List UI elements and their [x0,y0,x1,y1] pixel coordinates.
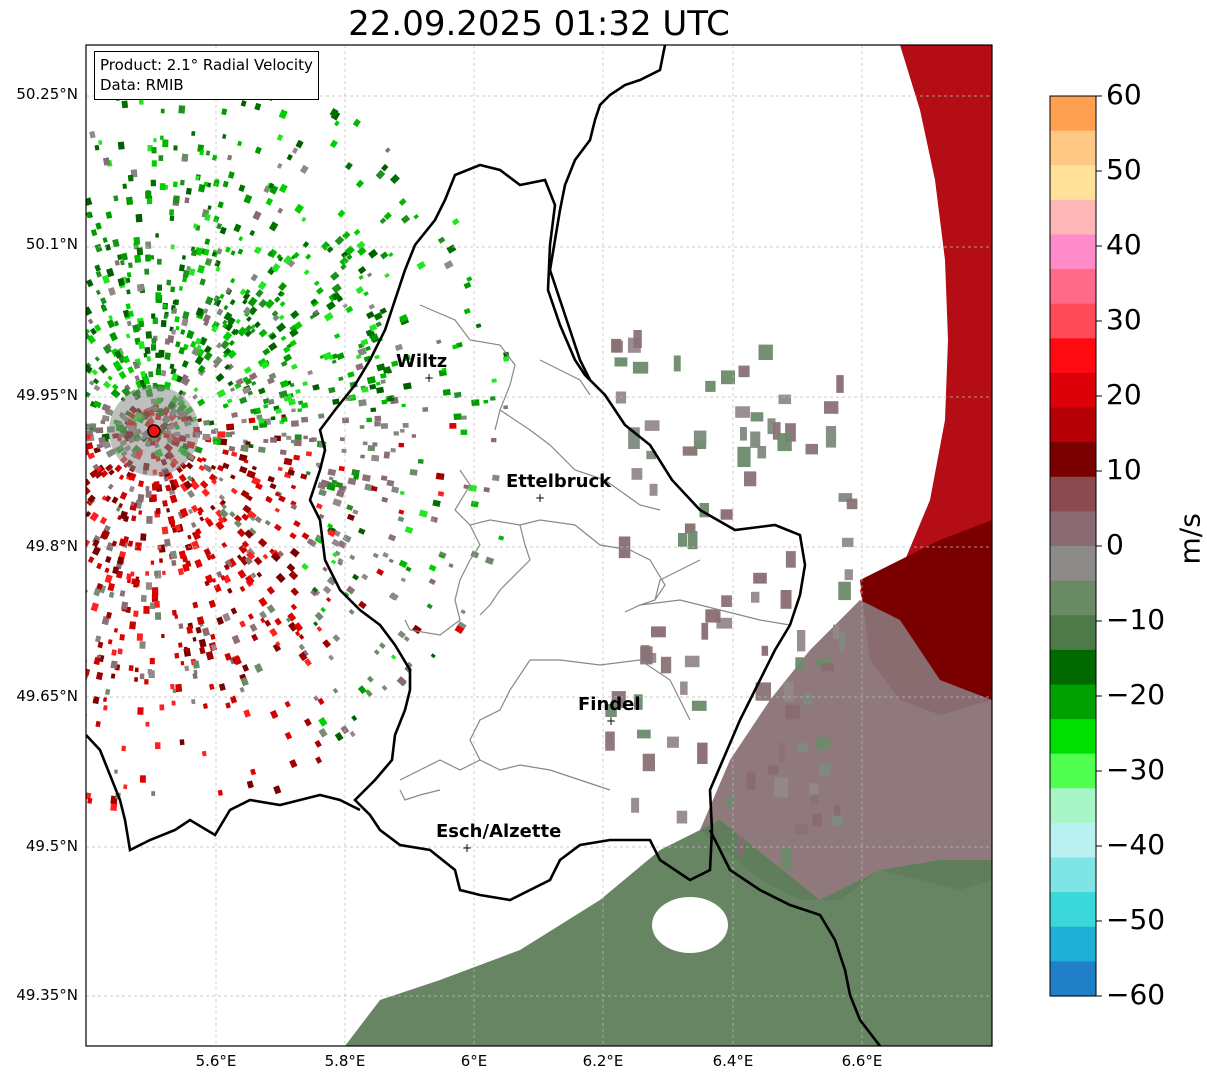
city-label-ettelbruck: Ettelbruck [506,471,612,492]
canton-borders [399,304,791,801]
colorbar-segment [1050,234,1096,270]
colorbar-segment [1050,442,1096,478]
colorbar-tick-label: −20 [1106,678,1166,711]
colorbar-segment [1050,476,1096,512]
data-source-label: Data: RMIB [100,76,184,94]
colorbar-tick-label: −10 [1106,603,1166,636]
colorbar-segment [1050,649,1096,686]
lon-tick-label: 6.2°E [582,1052,624,1070]
lat-tick-label: 49.65°N [16,687,78,705]
colorbar-tick-label: 40 [1106,228,1142,261]
lat-tick-label: 49.8°N [25,537,78,555]
map-title: 22.09.2025 01:32 UTC [348,4,730,44]
colorbar-segment [1050,719,1096,755]
lat-tick-label: 49.5°N [25,837,78,855]
colorbar-segment [1050,130,1096,166]
colorbar-unit-label: m/s [1173,513,1207,565]
velocity-echoes [86,45,992,1046]
findel-marker: + [606,714,616,728]
colorbar-segment [1050,892,1096,928]
colorbar-segment [1050,926,1096,962]
colorbar-tick-label: −40 [1106,828,1166,861]
colorbar-tick-label: 60 [1106,78,1142,111]
lat-tick-label: 49.35°N [16,986,78,1004]
france-belgium-border [86,734,361,852]
colorbar [1049,95,1102,997]
colorbar-segment [1050,684,1096,720]
colorbar-segment [1050,165,1096,201]
colorbar-tick-label: −60 [1106,978,1166,1011]
colorbar-segment [1050,546,1096,582]
colorbar-segment [1050,788,1096,824]
radar-site [147,424,161,438]
colorbar-segment [1050,580,1096,616]
lat-tick-label: 50.1°N [25,235,78,253]
colorbar-segment [1050,857,1096,893]
product-info-box: Product: 2.1° Radial Velocity Data: RMIB [94,51,319,100]
colorbar-segment [1050,753,1096,789]
colorbar-segment [1050,269,1096,305]
colorbar-tick-label: −50 [1106,903,1166,936]
lat-tick-label: 50.25°N [16,85,78,103]
colorbar-tick-label: 30 [1106,303,1142,336]
colorbar-tick-label: −30 [1106,753,1166,786]
colorbar-segment [1050,303,1096,339]
lat-tick-label: 49.95°N [16,386,78,404]
colorbar-segment [1050,511,1096,547]
ettelbruck-marker: + [535,491,545,505]
wiltz-marker: + [424,371,434,385]
lon-tick-label: 6.6°E [841,1052,883,1070]
colorbar-segment [1050,372,1096,409]
product-label: Product: 2.1° Radial Velocity [100,56,313,74]
colorbar-tick-label: 10 [1106,453,1142,486]
colorbar-segment [1050,407,1096,443]
lon-tick-label: 6.4°E [712,1052,754,1070]
colorbar-segment [1050,199,1096,236]
germany-border [548,45,882,1046]
colorbar-segment [1050,338,1096,374]
lon-tick-label: 5.8°E [324,1052,366,1070]
colorbar-tick-label: 0 [1106,528,1124,561]
city-label-wiltz: Wiltz [396,351,448,372]
colorbar-tick-label: 50 [1106,153,1142,186]
map-frame [85,44,993,1047]
luxembourg-border [308,163,807,902]
lon-tick-label: 5.6°E [195,1052,237,1070]
country-borders [86,45,882,1046]
city-label-findel: Findel [578,694,641,715]
colorbar-segment [1050,822,1096,859]
radar-site-marker [147,424,161,438]
colorbar-segment [1050,96,1096,132]
colorbar-tick-label: 20 [1106,378,1142,411]
city-label-esch: Esch/Alzette [436,821,562,842]
lon-tick-label: 6°E [460,1052,488,1070]
colorbar-segment [1050,615,1096,651]
colorbar-segment [1050,961,1096,997]
esch-marker: + [462,841,472,855]
city-markers: + + + + [424,371,616,855]
